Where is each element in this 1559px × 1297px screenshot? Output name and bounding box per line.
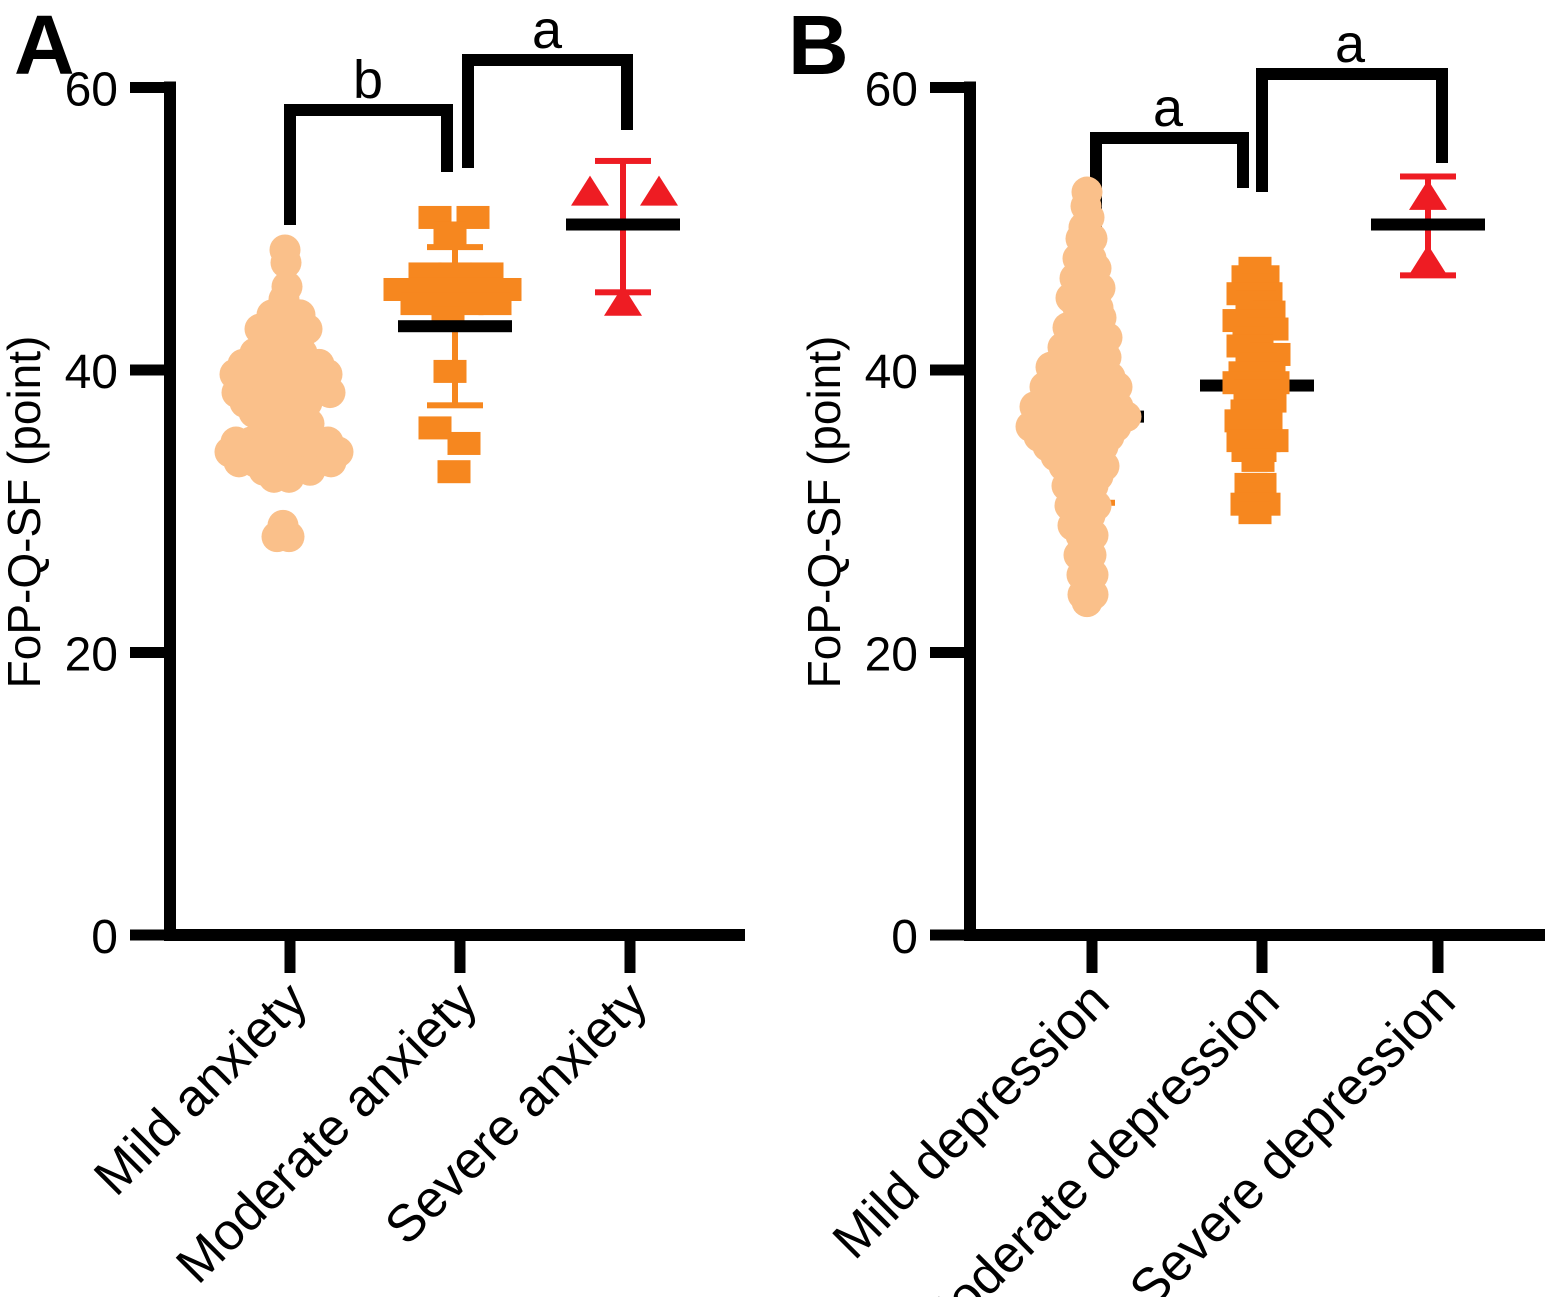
sig-bracket-leg [621,54,633,130]
data-point [437,460,471,484]
data-point [270,247,302,279]
data-point [1409,179,1447,210]
sig-label: a [532,0,563,60]
mean-line [398,320,512,333]
data-point [400,292,434,316]
mean-line [566,218,680,231]
sig-bracket [1090,132,1249,144]
y-tick-label: 20 [865,629,918,682]
sig-label: a [1153,78,1184,138]
data-point [640,175,678,206]
y-tick [930,929,964,941]
error-bar-cap [1400,272,1456,279]
sig-bracket-leg [441,104,453,172]
sig-bracket [462,54,633,66]
group-label: Moderate anxiety [165,971,488,1294]
panel-letter: B [788,0,849,92]
y-axis-title: FoP-Q-SF (point) [0,336,50,689]
y-tick [130,364,164,376]
group-label: Severe depression [1119,971,1467,1297]
error-bar-cap [1400,173,1456,180]
sig-label: a [1335,14,1366,74]
y-axis-line [964,81,976,941]
y-tick [930,364,964,376]
sig-bracket [284,104,453,116]
data-point [273,521,305,553]
y-tick [930,647,964,658]
error-bar-cap [427,402,483,409]
data-point [1241,448,1275,472]
mean-line [1371,218,1485,231]
data-point [1238,501,1272,525]
y-tick-label: 40 [65,346,118,399]
data-point [1409,244,1447,275]
sig-bracket-leg [462,54,474,168]
y-tick-label: 60 [65,64,118,117]
data-point [447,431,481,455]
y-tick-label: 20 [65,629,118,682]
error-bar-cap [595,157,651,164]
error-bar-cap [427,244,483,251]
data-point [418,416,452,440]
sig-bracket [1256,68,1448,80]
y-tick-label: 0 [91,911,118,964]
y-tick [130,647,164,658]
data-point [478,292,512,316]
sig-bracket-leg [1237,132,1249,188]
x-axis-line [964,929,1545,941]
x-tick [1086,941,1098,973]
panel-letter: A [14,0,75,92]
sig-bracket-leg [1436,68,1448,163]
data-point [433,359,467,383]
x-tick [1432,941,1444,973]
y-tick [130,82,164,93]
x-tick [284,941,296,973]
y-tick-label: 40 [865,346,918,399]
y-axis-title: FoP-Q-SF (point) [798,336,850,689]
data-point [604,285,642,316]
x-axis-line [164,929,745,941]
y-axis-line [164,81,176,941]
y-tick-label: 60 [865,64,918,117]
y-tick [130,929,164,941]
data-point [273,461,305,493]
sig-label: b [353,50,383,110]
data-point [433,221,467,245]
x-tick [454,941,466,973]
y-tick-label: 0 [891,911,918,964]
x-tick [1256,941,1268,973]
sig-bracket-leg [1256,68,1268,192]
data-point [571,175,609,206]
data-point [1071,586,1103,618]
y-tick [930,82,964,93]
sig-bracket-leg [284,104,296,225]
x-tick [624,941,636,973]
